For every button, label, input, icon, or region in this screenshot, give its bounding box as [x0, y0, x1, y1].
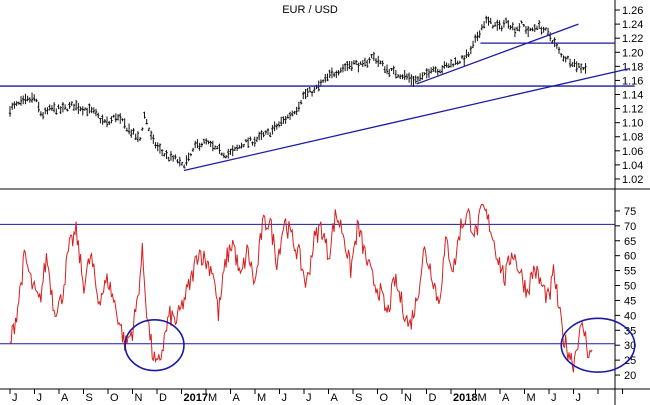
- x-month-label: J: [306, 392, 312, 404]
- x-month-label: A: [233, 392, 241, 404]
- x-month-label: A: [331, 392, 339, 404]
- price-y-tick-label: 1.24: [622, 19, 643, 31]
- oscillator-y-tick-label: 55: [624, 266, 636, 278]
- oversold-ellipse: [560, 317, 636, 373]
- price-y-tick-label: 1.08: [622, 132, 643, 144]
- x-year-label: 2018: [453, 392, 477, 404]
- oscillator-y-tick-label: 30: [624, 340, 636, 352]
- price-y-tick-label: 1.16: [622, 75, 643, 87]
- x-month-label: J: [37, 392, 43, 404]
- x-month-label: J: [576, 392, 582, 404]
- x-month-label: D: [159, 392, 167, 404]
- oscillator-y-tick-label: 45: [624, 295, 636, 307]
- price-y-tick-label: 1.26: [622, 5, 643, 17]
- x-month-label: N: [404, 392, 412, 404]
- oscillator-series-line: [9, 203, 593, 373]
- oversold-ellipse: [124, 319, 185, 372]
- price-y-tick-label: 1.10: [622, 118, 643, 130]
- x-month-label: J: [12, 392, 18, 404]
- x-month-label: S: [86, 392, 93, 404]
- oscillator-y-tick-label: 50: [624, 281, 636, 293]
- price-y-tick-label: 1.06: [622, 146, 643, 158]
- x-month-label: O: [110, 392, 119, 404]
- x-month-label: M: [257, 392, 266, 404]
- oscillator-y-tick-label: 40: [624, 310, 636, 322]
- price-trendline: [416, 23, 579, 85]
- x-month-label: J: [282, 392, 288, 404]
- x-month-label: N: [135, 392, 143, 404]
- oscillator-y-tick-label: 60: [624, 251, 636, 263]
- oscillator-y-tick-label: 65: [624, 236, 636, 248]
- x-month-label: M: [478, 392, 487, 404]
- oscillator-y-tick-label: 70: [624, 221, 636, 233]
- x-month-label: S: [355, 392, 362, 404]
- x-year-label: 2017: [184, 392, 208, 404]
- x-month-label: A: [61, 392, 69, 404]
- price-y-tick-label: 1.12: [622, 104, 643, 116]
- x-month-label: M: [527, 392, 536, 404]
- price-y-tick-label: 1.18: [622, 61, 643, 73]
- oscillator-y-tick-label: 20: [624, 370, 636, 382]
- x-month-label: M: [208, 392, 217, 404]
- oscillator-y-tick-label: 75: [624, 206, 636, 218]
- x-month-label: J: [551, 392, 557, 404]
- price-y-tick-label: 1.14: [622, 90, 643, 102]
- x-month-label: A: [502, 392, 510, 404]
- price-y-tick-label: 1.02: [622, 174, 643, 186]
- price-y-tick-label: 1.04: [622, 160, 643, 172]
- price-y-tick-label: 1.22: [622, 33, 643, 45]
- x-month-label: D: [429, 392, 437, 404]
- price-trendline: [183, 67, 630, 172]
- price-y-tick-label: 1.20: [622, 47, 643, 59]
- price-chart-title: EUR / USD: [282, 4, 338, 16]
- x-month-label: O: [380, 392, 389, 404]
- oscillator-y-tick-label: 25: [624, 355, 636, 367]
